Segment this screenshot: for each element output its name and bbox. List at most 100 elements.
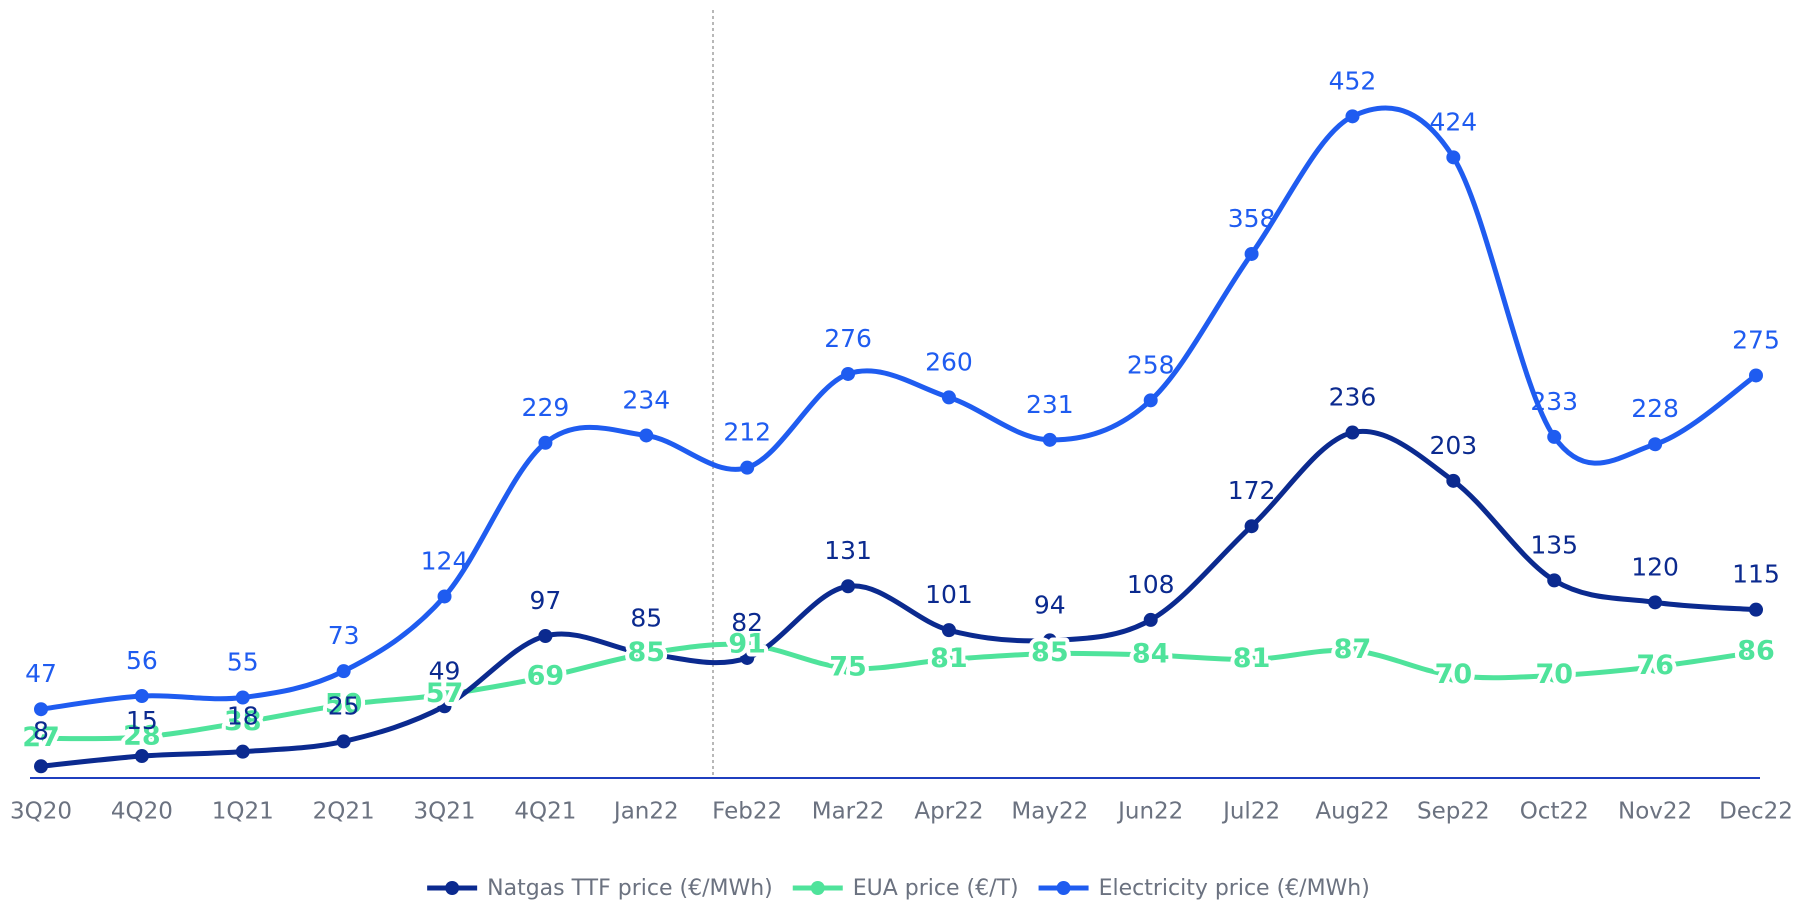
data-label: 124 xyxy=(421,546,469,575)
legend-label: EUA price (€/T) xyxy=(853,876,1019,901)
data-label: 85 xyxy=(628,637,666,668)
data-label: 231 xyxy=(1026,390,1074,419)
data-label: 276 xyxy=(824,324,872,353)
data-point xyxy=(1446,150,1461,165)
data-point xyxy=(1648,595,1663,610)
data-label: 25 xyxy=(328,691,360,720)
data-point xyxy=(437,687,452,702)
legend-label: Natgas TTF price (€/MWh) xyxy=(487,876,773,901)
data-point xyxy=(336,734,351,749)
data-label: 70 xyxy=(1435,659,1473,690)
data-label: 236 xyxy=(1329,383,1377,412)
data-point xyxy=(1042,646,1057,661)
data-point xyxy=(941,390,956,405)
x-tick-label: 3Q20 xyxy=(10,799,72,825)
data-point xyxy=(740,650,755,665)
x-tick-label: 2Q21 xyxy=(313,799,375,825)
data-point xyxy=(437,589,452,604)
x-tick-label: Jul22 xyxy=(1221,799,1280,825)
data-point xyxy=(1446,473,1461,488)
data-point xyxy=(1042,432,1057,447)
data-label: 73 xyxy=(328,621,360,650)
data-label: 76 xyxy=(1636,650,1674,681)
data-point xyxy=(1547,429,1562,444)
data-point xyxy=(1547,573,1562,588)
data-label: 94 xyxy=(1034,590,1066,619)
data-label: 55 xyxy=(227,647,259,676)
data-point xyxy=(538,629,553,644)
data-point xyxy=(134,749,149,764)
data-label: 358 xyxy=(1228,204,1276,233)
data-label: 70 xyxy=(1535,659,1573,690)
data-label: 27 xyxy=(22,722,60,753)
x-tick-label: Dec22 xyxy=(1719,799,1793,825)
data-label: 260 xyxy=(925,347,973,376)
data-point xyxy=(1749,645,1763,660)
x-tick-label: Mar22 xyxy=(812,799,885,825)
data-label: 115 xyxy=(1732,560,1780,589)
data-point xyxy=(1749,602,1763,617)
x-tick-label: 1Q21 xyxy=(212,799,274,825)
data-label: 212 xyxy=(723,418,771,447)
x-tick-label: 3Q21 xyxy=(414,799,476,825)
data-label: 228 xyxy=(1631,394,1679,423)
data-point xyxy=(841,366,856,381)
data-point xyxy=(336,664,351,679)
data-label: 69 xyxy=(527,660,565,691)
x-tick-label: May22 xyxy=(1011,799,1088,825)
data-point xyxy=(841,579,856,594)
data-point xyxy=(1244,652,1259,667)
data-label: 75 xyxy=(829,652,867,683)
data-label: 234 xyxy=(622,385,670,414)
data-label: 172 xyxy=(1228,476,1276,505)
data-point xyxy=(1547,668,1562,683)
x-tick-label: Aug22 xyxy=(1315,799,1389,825)
data-point xyxy=(1648,659,1663,674)
data-point xyxy=(34,759,48,774)
data-label: 120 xyxy=(1631,552,1679,581)
data-label: 131 xyxy=(824,536,872,565)
data-point xyxy=(1143,648,1158,663)
data-label: 275 xyxy=(1732,325,1780,354)
data-point xyxy=(1345,425,1360,440)
series-line xyxy=(40,641,1757,742)
data-label: 84 xyxy=(1132,639,1170,670)
data-label: 85 xyxy=(630,604,662,633)
legend-dot xyxy=(1056,881,1071,895)
data-label: 81 xyxy=(1233,643,1271,674)
x-tick-label: Sep22 xyxy=(1417,799,1490,825)
data-point xyxy=(437,699,452,714)
data-point xyxy=(1345,109,1360,124)
data-label: 108 xyxy=(1127,570,1175,599)
data-point xyxy=(1143,393,1158,408)
data-point xyxy=(1244,246,1259,261)
data-label: 97 xyxy=(530,586,562,615)
data-label: 49 xyxy=(429,656,461,685)
data-point xyxy=(235,715,250,730)
data-point xyxy=(34,731,48,746)
x-tick-label: 4Q20 xyxy=(111,799,173,825)
data-label: 8 xyxy=(33,716,49,745)
data-label: 50 xyxy=(325,688,363,719)
x-tick-label: Apr22 xyxy=(914,799,983,825)
data-label: 203 xyxy=(1429,431,1477,460)
data-point xyxy=(639,428,654,443)
data-label: 258 xyxy=(1127,350,1175,379)
data-point xyxy=(538,435,553,450)
data-label: 57 xyxy=(426,678,464,709)
data-point xyxy=(1345,643,1360,658)
x-tick-label: 4Q21 xyxy=(514,799,576,825)
data-label: 56 xyxy=(126,646,158,675)
data-point xyxy=(134,689,149,704)
data-point xyxy=(740,637,755,652)
data-label: 101 xyxy=(925,580,973,609)
data-label: 452 xyxy=(1329,66,1377,95)
data-label: 135 xyxy=(1530,530,1578,559)
legend-label: Electricity price (€/MWh) xyxy=(1099,876,1370,901)
data-point xyxy=(841,661,856,676)
data-point xyxy=(134,730,149,745)
data-label: 87 xyxy=(1334,634,1372,665)
data-label: 86 xyxy=(1737,636,1775,667)
x-tick-label: Jun22 xyxy=(1116,799,1183,825)
